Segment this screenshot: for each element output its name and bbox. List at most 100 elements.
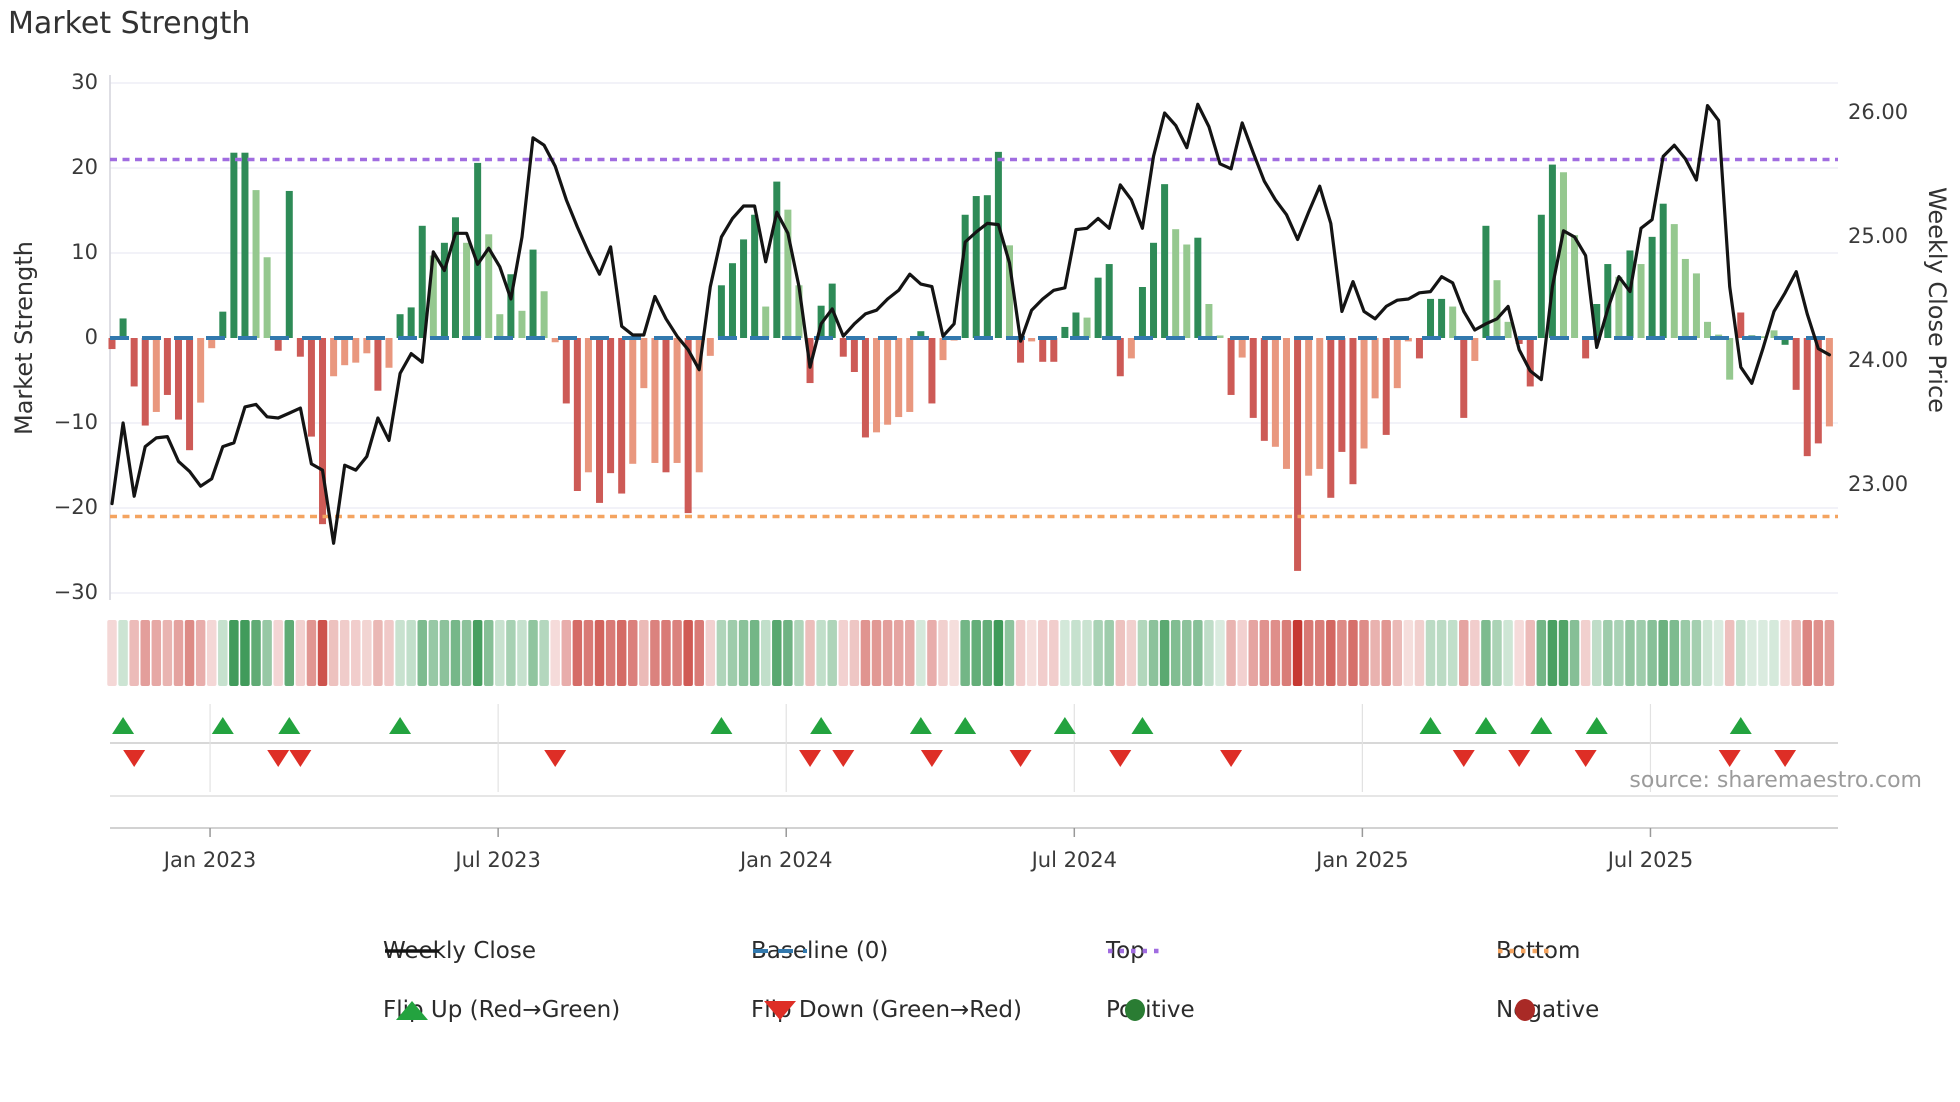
heatmap-cell	[639, 620, 649, 686]
strength-bar	[1382, 338, 1390, 435]
strength-bar	[562, 338, 570, 404]
heatmap-cell	[1004, 620, 1015, 686]
strength-bar	[1792, 338, 1800, 390]
heatmap-cell	[1591, 620, 1602, 686]
heatmap-cell	[794, 620, 804, 686]
strength-bar	[1626, 250, 1634, 338]
strength-bar	[751, 214, 759, 338]
flip-up-icon	[954, 717, 977, 734]
strength-bar	[762, 306, 770, 338]
strength-bar	[1005, 245, 1013, 338]
heatmap-cell	[1082, 620, 1092, 686]
strength-bar	[263, 257, 271, 338]
strength-bar	[1526, 338, 1534, 387]
heatmap-cell	[1736, 620, 1746, 686]
strength-bar	[1559, 172, 1567, 338]
heatmap-cell	[849, 620, 860, 686]
heatmap-cell	[1669, 620, 1680, 686]
heatmap-cell	[328, 620, 339, 686]
strength-bar	[1116, 338, 1124, 377]
strength-bar	[1105, 264, 1113, 338]
strength-bar	[1692, 273, 1700, 338]
heatmap-cell	[373, 620, 383, 686]
heatmap-cell	[749, 620, 760, 686]
flip-down-icon	[267, 750, 290, 767]
flip-up-icon	[1585, 717, 1608, 734]
heatmap-cell	[960, 620, 970, 686]
strength-bar	[607, 338, 615, 474]
flip-up-icon	[211, 717, 234, 734]
strength-bar	[1427, 298, 1435, 338]
flip-up-icon	[389, 717, 412, 734]
heatmap-cell	[1303, 620, 1314, 686]
heatmap-cell	[1337, 620, 1347, 686]
strength-bar	[972, 196, 980, 338]
heatmap-cell	[1314, 620, 1325, 686]
left-axis-tick: −20	[53, 495, 98, 519]
line-icon	[385, 949, 439, 953]
heatmap-cell	[1647, 620, 1657, 686]
strength-bar	[174, 338, 182, 420]
legend-item: Bottom	[1496, 938, 1580, 964]
heatmap-cell	[1625, 620, 1635, 686]
heatmap-cell	[1370, 620, 1380, 686]
legend-item-label: Positive	[1106, 997, 1195, 1023]
strength-bar	[1127, 338, 1135, 359]
heatmap-cell	[184, 620, 195, 686]
heatmap-cell	[628, 620, 638, 686]
heatmap-cell	[1525, 620, 1535, 686]
heatmap-cell	[417, 620, 427, 686]
strength-bar	[1415, 338, 1423, 359]
strength-bar	[319, 338, 327, 525]
strength-bar	[1393, 338, 1401, 389]
heatmap-cell	[738, 620, 749, 686]
source-note: source: sharemaestro.com	[1629, 768, 1922, 793]
strength-bar	[1028, 338, 1036, 342]
heatmap-cell	[1758, 620, 1768, 686]
legend-item-label: Flip Down (Green→Red)	[751, 997, 1022, 1023]
heatmap-cell	[1060, 620, 1070, 686]
heatmap-cell	[229, 620, 239, 686]
left-axis-tick: 10	[71, 240, 98, 264]
strength-bar	[1238, 338, 1246, 358]
heatmap-cell	[561, 620, 572, 686]
strength-bar	[1504, 321, 1512, 338]
heatmap-cell	[1137, 620, 1148, 686]
heatmap-cell	[506, 620, 516, 686]
strength-bar	[1737, 312, 1745, 338]
circle-pos-icon	[1125, 999, 1145, 1021]
flip-up-icon	[1530, 717, 1553, 734]
heatmap-cell	[118, 620, 128, 686]
strength-bar	[341, 338, 349, 366]
legend-item: Baseline (0)	[751, 938, 888, 964]
heatmap-cell	[206, 620, 217, 686]
heatmap-cell	[1015, 620, 1026, 686]
strength-bar	[1648, 236, 1656, 338]
flip-up-icon	[710, 717, 733, 734]
heatmap-cell	[1193, 620, 1203, 686]
strength-bar	[1161, 184, 1169, 338]
flip-down-icon	[1109, 750, 1132, 767]
market-strength-chart	[107, 75, 1838, 837]
dots-purple-icon	[1108, 948, 1162, 954]
legend-item: Flip Up (Red→Green)	[383, 997, 620, 1023]
legend-item: Positive	[1106, 997, 1195, 1023]
heatmap-cell	[1536, 620, 1547, 686]
left-axis-tick: 20	[71, 155, 98, 179]
x-axis-tick: Jul 2024	[1031, 848, 1118, 872]
legend-item-label: Negative	[1496, 997, 1600, 1023]
strength-bar	[1216, 335, 1224, 338]
heatmap-cell	[650, 620, 660, 686]
x-axis-tick: Jul 2025	[1607, 848, 1694, 872]
strength-bar	[1704, 321, 1712, 338]
flip-up-icon	[1474, 717, 1497, 734]
heatmap-cell	[1392, 620, 1403, 686]
heatmap-cell	[1658, 620, 1668, 686]
strength-bar	[939, 338, 947, 361]
heatmap-cell	[151, 620, 162, 686]
strength-bar	[1172, 229, 1180, 338]
heatmap-cell	[483, 620, 494, 686]
heatmap-cell	[860, 620, 871, 686]
heatmap-cell	[539, 620, 549, 686]
strength-bar	[1371, 338, 1379, 399]
